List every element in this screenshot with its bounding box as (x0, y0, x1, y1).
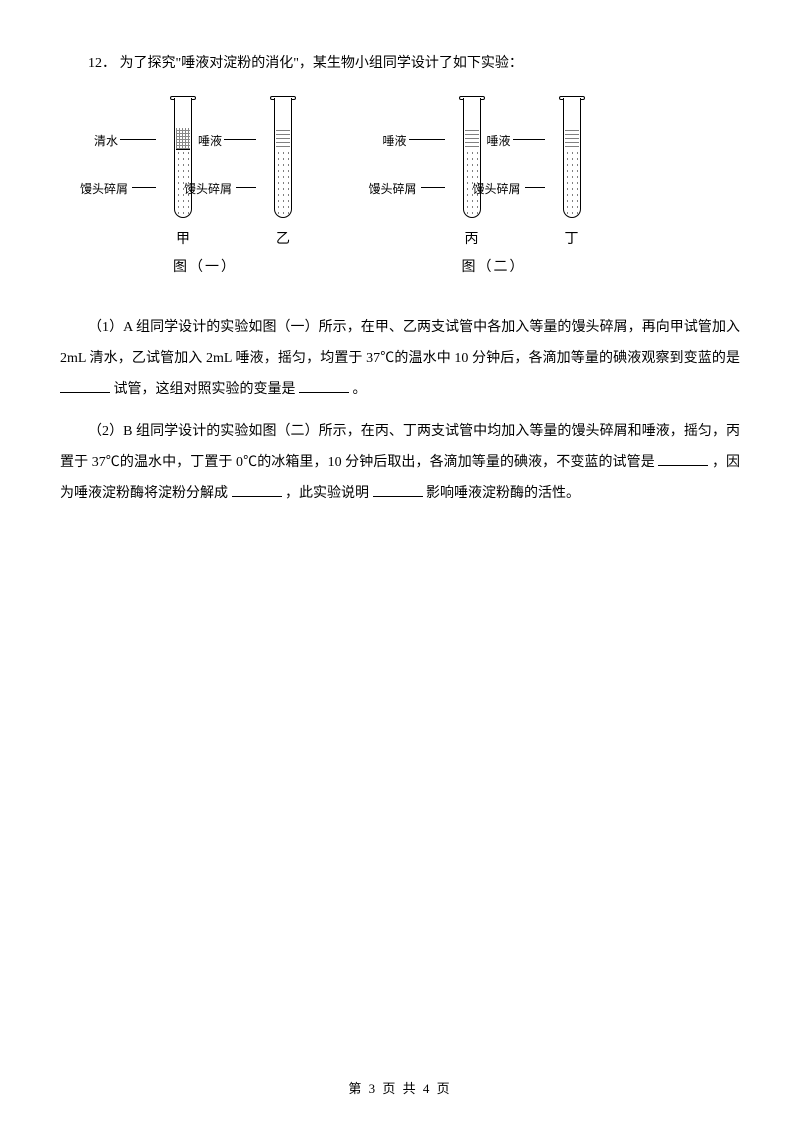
p1-text-a: （1）A 组同学设计的实验如图（一）所示，在甲、乙两支试管中各加入等量的馒头碎屑… (60, 320, 740, 366)
tube-bottom-fill (565, 150, 579, 217)
lead-line (224, 139, 256, 140)
p1-text-b: 试管，这组对照实验的变量是 (114, 382, 296, 397)
lead-line (236, 187, 256, 188)
experiment-figure: 甲 乙 清水 馒头碎屑 唾液 馒头碎屑 图（一） (90, 98, 740, 288)
lead-line (513, 139, 545, 140)
tube-bing: 丙 (455, 98, 489, 228)
tube-yi: 乙 (266, 98, 300, 228)
tube-bottom-fill (276, 150, 290, 217)
lead-line (409, 139, 445, 140)
lead-line (421, 187, 445, 188)
lead-line (132, 187, 156, 188)
tube-top-fill (565, 128, 579, 150)
figure-caption-1: 图（一） (90, 256, 320, 276)
question-stem: 12． 为了探究"唾液对淀粉的消化"，某生物小组同学设计了如下实验： (60, 50, 740, 78)
label-top-liquid: 唾液 (383, 132, 407, 149)
lead-line (120, 139, 156, 140)
tube-jia: 甲 (166, 98, 200, 228)
figure-caption-2: 图（二） (379, 256, 609, 276)
answer-blank[interactable] (373, 480, 423, 497)
label-bottom-bread: 馒头碎屑 (80, 180, 128, 197)
tube-ding: 丁 (555, 98, 589, 228)
answer-blank[interactable] (232, 480, 282, 497)
label-top-liquid: 唾液 (487, 132, 511, 149)
p2-text-c: ，此实验说明 (285, 486, 369, 501)
tube-name: 乙 (266, 228, 300, 248)
p2-text-d: 影响唾液淀粉酶的活性。 (426, 486, 580, 501)
tube-top-fill (465, 128, 479, 150)
tube-top-fill (176, 128, 190, 150)
label-bottom-bread: 馒头碎屑 (184, 180, 232, 197)
sub-question-2: （2）B 组同学设计的实验如图（二）所示，在丙、丁两支试管中均加入等量的馒头碎屑… (60, 417, 740, 509)
tube-top-fill (276, 128, 290, 150)
answer-blank[interactable] (658, 449, 708, 466)
label-top-liquid: 清水 (94, 132, 118, 149)
label-bottom-bread: 馒头碎屑 (473, 180, 521, 197)
label-top-liquid: 唾液 (198, 132, 222, 149)
tube-name: 丙 (455, 228, 489, 248)
p2-text-a: （2）B 组同学设计的实验如图（二）所示，在丙、丁两支试管中均加入等量的馒头碎屑… (60, 424, 740, 470)
figure-group-1: 甲 乙 清水 馒头碎屑 唾液 馒头碎屑 图（一） (90, 98, 320, 276)
answer-blank[interactable] (299, 376, 349, 393)
question-number: 12． (88, 56, 116, 71)
lead-line (525, 187, 545, 188)
page-footer: 第 3 页 共 4 页 (0, 1078, 800, 1097)
label-bottom-bread: 馒头碎屑 (369, 180, 417, 197)
figure-group-2: 丙 丁 唾液 馒头碎屑 唾液 馒头碎屑 图（二） (379, 98, 609, 276)
tube-name: 甲 (166, 228, 200, 248)
p1-text-c: 。 (353, 382, 367, 397)
tube-name: 丁 (555, 228, 589, 248)
question-text: 为了探究"唾液对淀粉的消化"，某生物小组同学设计了如下实验： (120, 56, 523, 71)
sub-question-1: （1）A 组同学设计的实验如图（一）所示，在甲、乙两支试管中各加入等量的馒头碎屑… (60, 313, 740, 405)
answer-blank[interactable] (60, 376, 110, 393)
